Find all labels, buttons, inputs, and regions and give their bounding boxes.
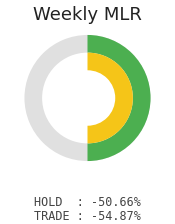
Wedge shape xyxy=(25,35,150,161)
Title: Weekly MLR: Weekly MLR xyxy=(33,6,142,24)
Wedge shape xyxy=(88,35,150,161)
Wedge shape xyxy=(88,53,133,143)
Text: TRADE : -54.87%: TRADE : -54.87% xyxy=(34,210,141,223)
Text: HOLD  : -50.66%: HOLD : -50.66% xyxy=(34,196,141,209)
